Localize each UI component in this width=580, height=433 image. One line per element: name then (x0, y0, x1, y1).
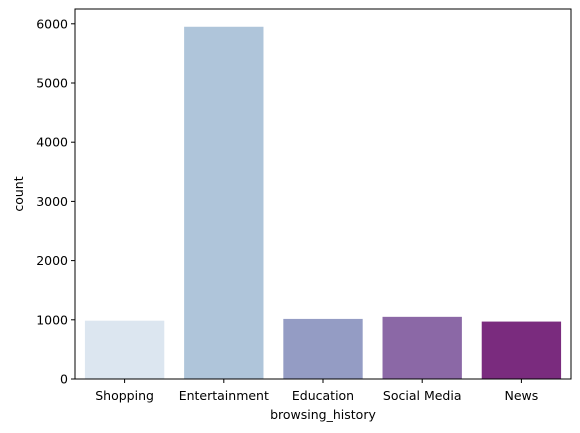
x-tick-label: Entertainment (179, 388, 269, 403)
bar-education (283, 318, 363, 379)
y-tick-label: 0 (60, 372, 68, 387)
y-axis-label: count (11, 176, 26, 211)
bar-social-media (382, 316, 462, 379)
y-tick-label: 2000 (36, 253, 68, 268)
y-tick-label: 6000 (36, 16, 68, 31)
bars-group (84, 26, 562, 379)
y-tick-label: 1000 (36, 312, 68, 327)
x-tick-label: Education (292, 388, 354, 403)
bar-news (481, 321, 562, 379)
x-axis-label: browsing_history (270, 407, 376, 422)
bar-entertainment (184, 26, 264, 379)
x-tick-label: Shopping (95, 388, 154, 403)
x-tick-label: Social Media (383, 388, 462, 403)
plot-frame (74, 8, 572, 380)
y-tick-label: 3000 (36, 194, 68, 209)
x-axis-ticks: Shopping Entertainment Education Social Med… (95, 379, 538, 403)
bar-shopping (84, 320, 165, 379)
y-axis-ticks: 0 1000 2000 3000 4000 5000 6000 (36, 16, 75, 387)
y-tick-label: 4000 (36, 135, 68, 150)
x-tick-label: News (505, 388, 539, 403)
y-tick-label: 5000 (36, 76, 68, 91)
